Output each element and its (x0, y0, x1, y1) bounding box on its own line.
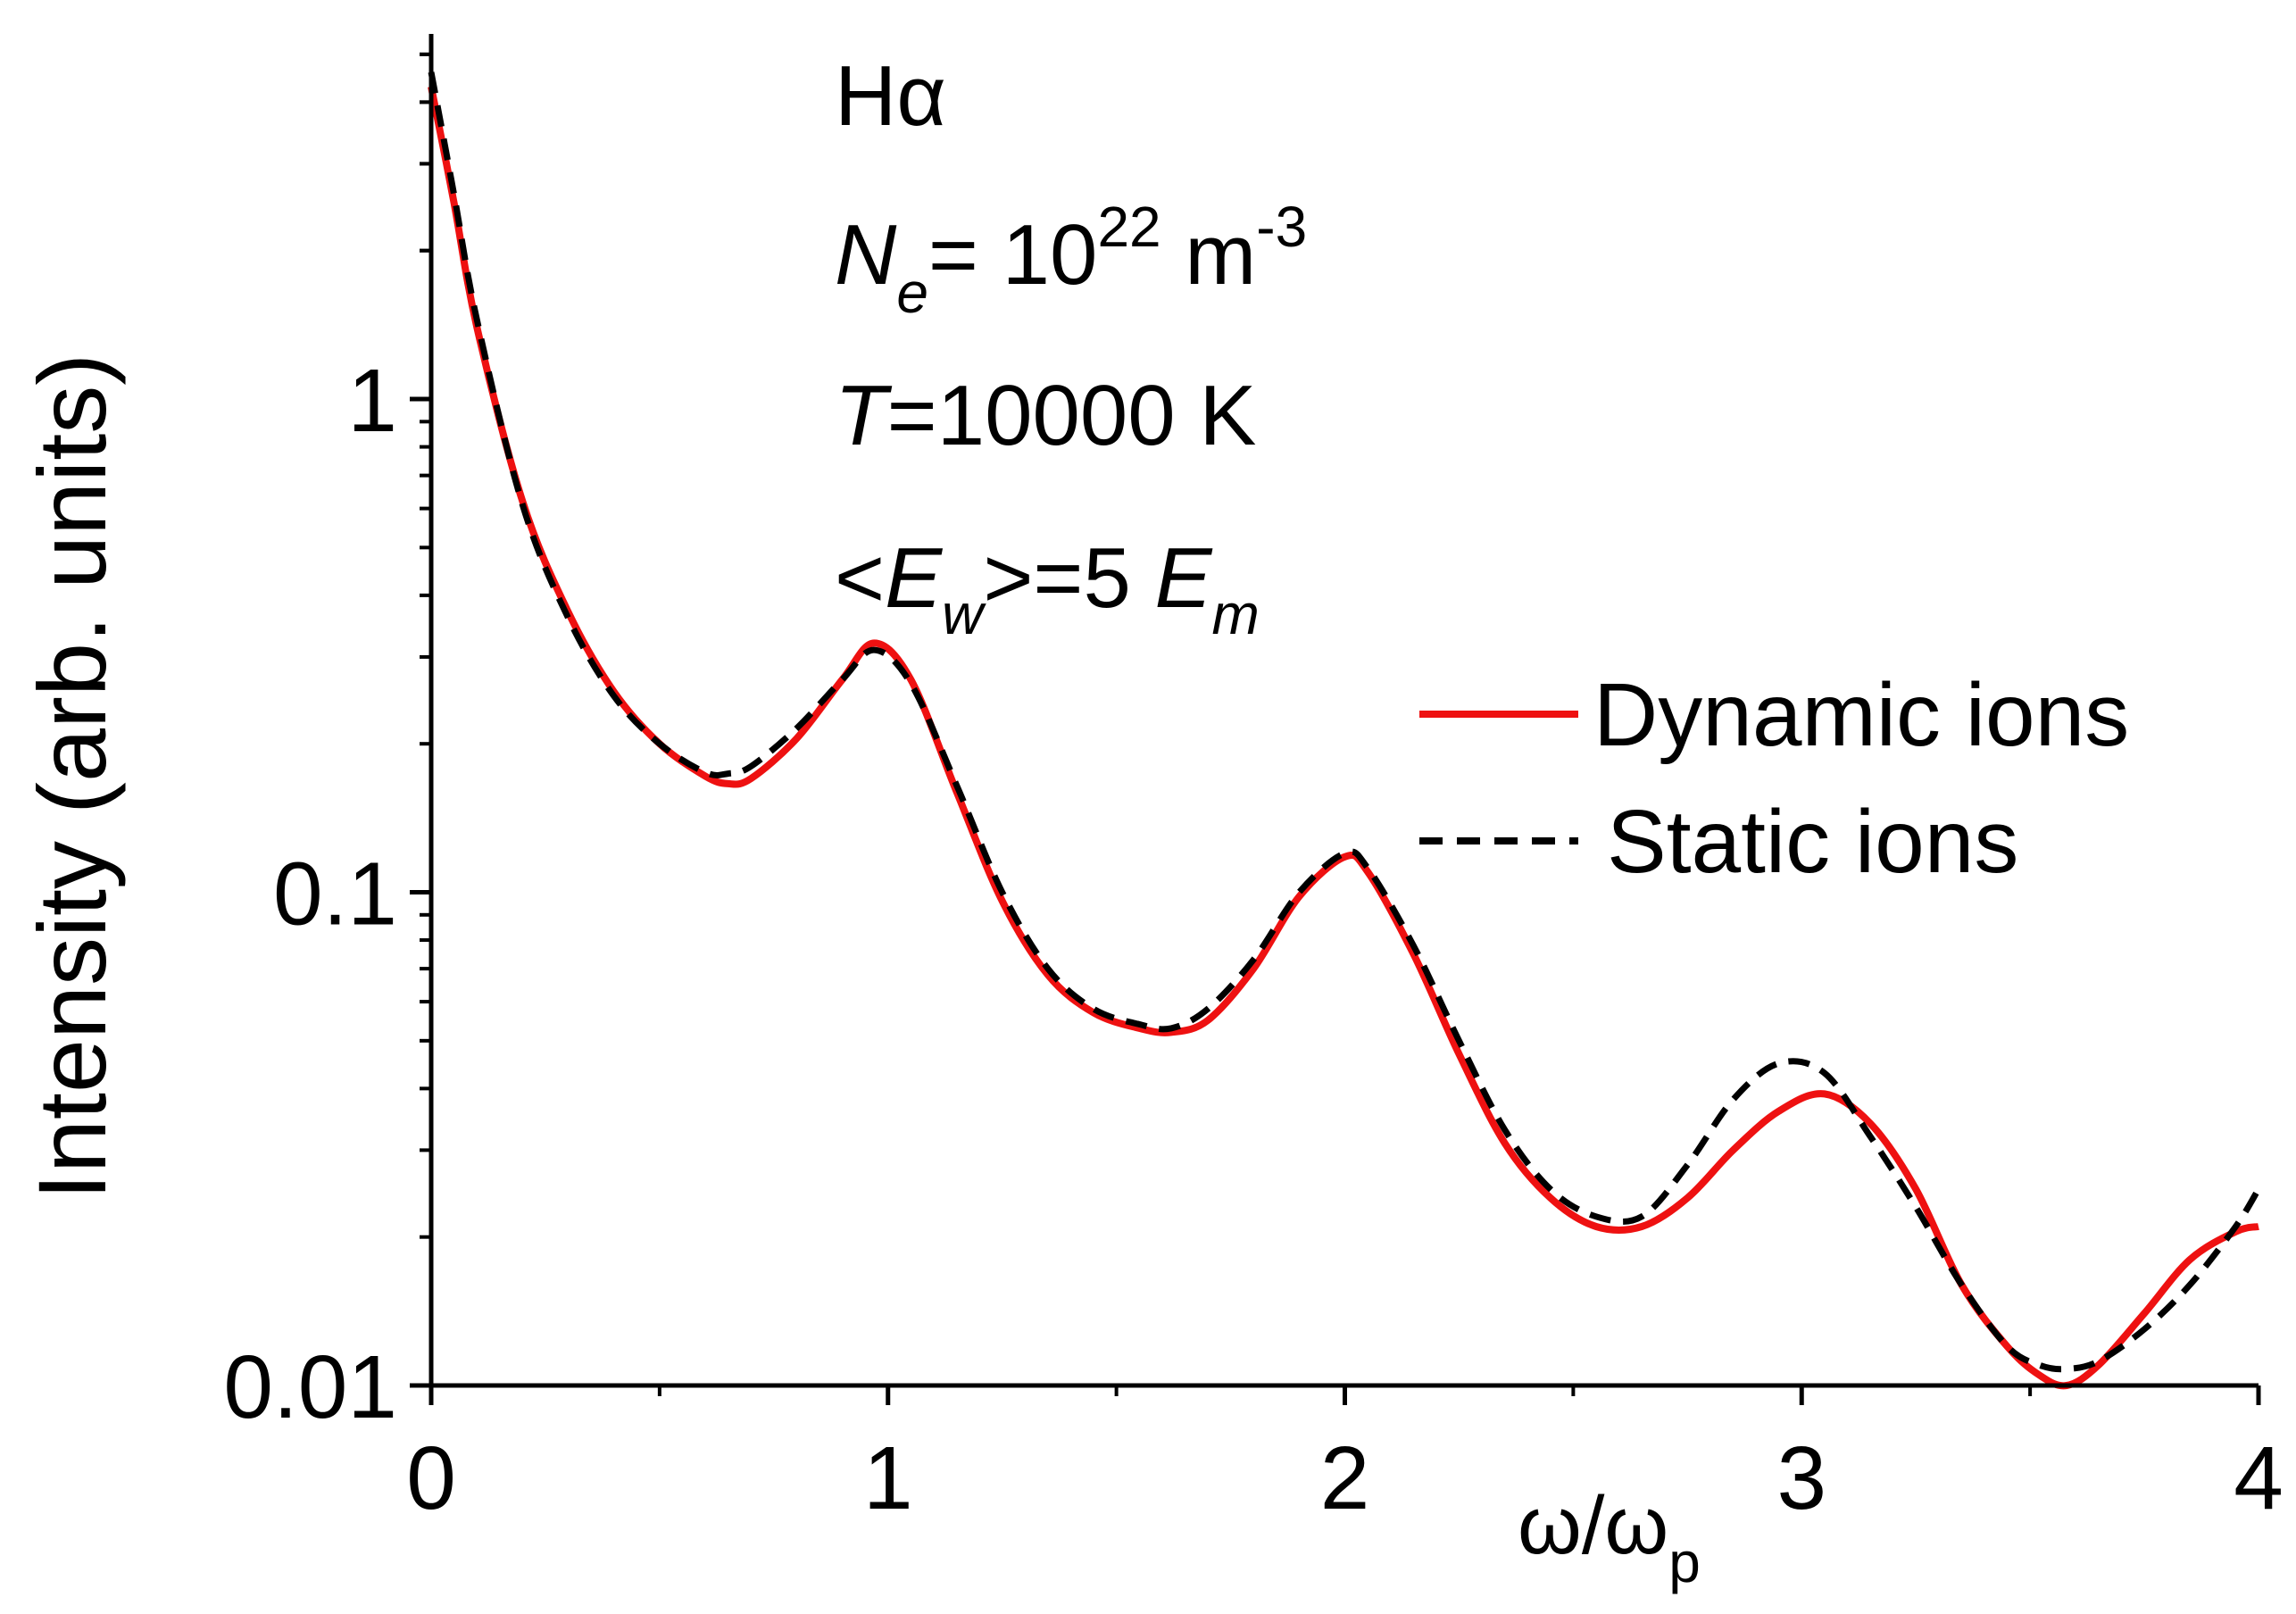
annotation-block: Hα Ne= 1022 m-3 T=10000 K <Ew>=5 Em (835, 48, 1307, 646)
x-tick-label: 1 (863, 1428, 913, 1528)
x-axis-label-main: ω/ω (1518, 1480, 1668, 1571)
y-tick-label: 0.1 (273, 844, 397, 944)
legend-label-dynamic: Dynamic ions (1593, 665, 2129, 765)
y-tick-label: 0.01 (223, 1337, 397, 1437)
annotation-line-name: Hα (835, 48, 946, 144)
y-axis-label: Intensity (arb. units) (18, 354, 126, 1200)
plot-area (428, 71, 2262, 1390)
x-tick-label: 0 (406, 1428, 456, 1528)
series-line-static-ions (428, 71, 2262, 1373)
x-tick-label: 2 (1320, 1428, 1370, 1528)
annotation-temperature: T=10000 K (835, 368, 1256, 463)
x-axis-label: ω/ωp (1518, 1480, 1701, 1594)
y-tick-label: 1 (347, 351, 397, 451)
x-tick-label: 3 (1776, 1428, 1826, 1528)
x-tick-label: 4 (2234, 1428, 2284, 1528)
axes: 0 1 2 3 4 0.01 0.1 1 (223, 34, 2284, 1528)
legend: Dynamic ions Static ions (1419, 665, 2129, 892)
legend-label-static: Static ions (1607, 792, 2018, 892)
annotation-field: <Ew>=5 Em (835, 530, 1260, 646)
annotation-density: Ne= 1022 m-3 (835, 195, 1307, 325)
x-axis-label-sub: p (1668, 1530, 1701, 1594)
